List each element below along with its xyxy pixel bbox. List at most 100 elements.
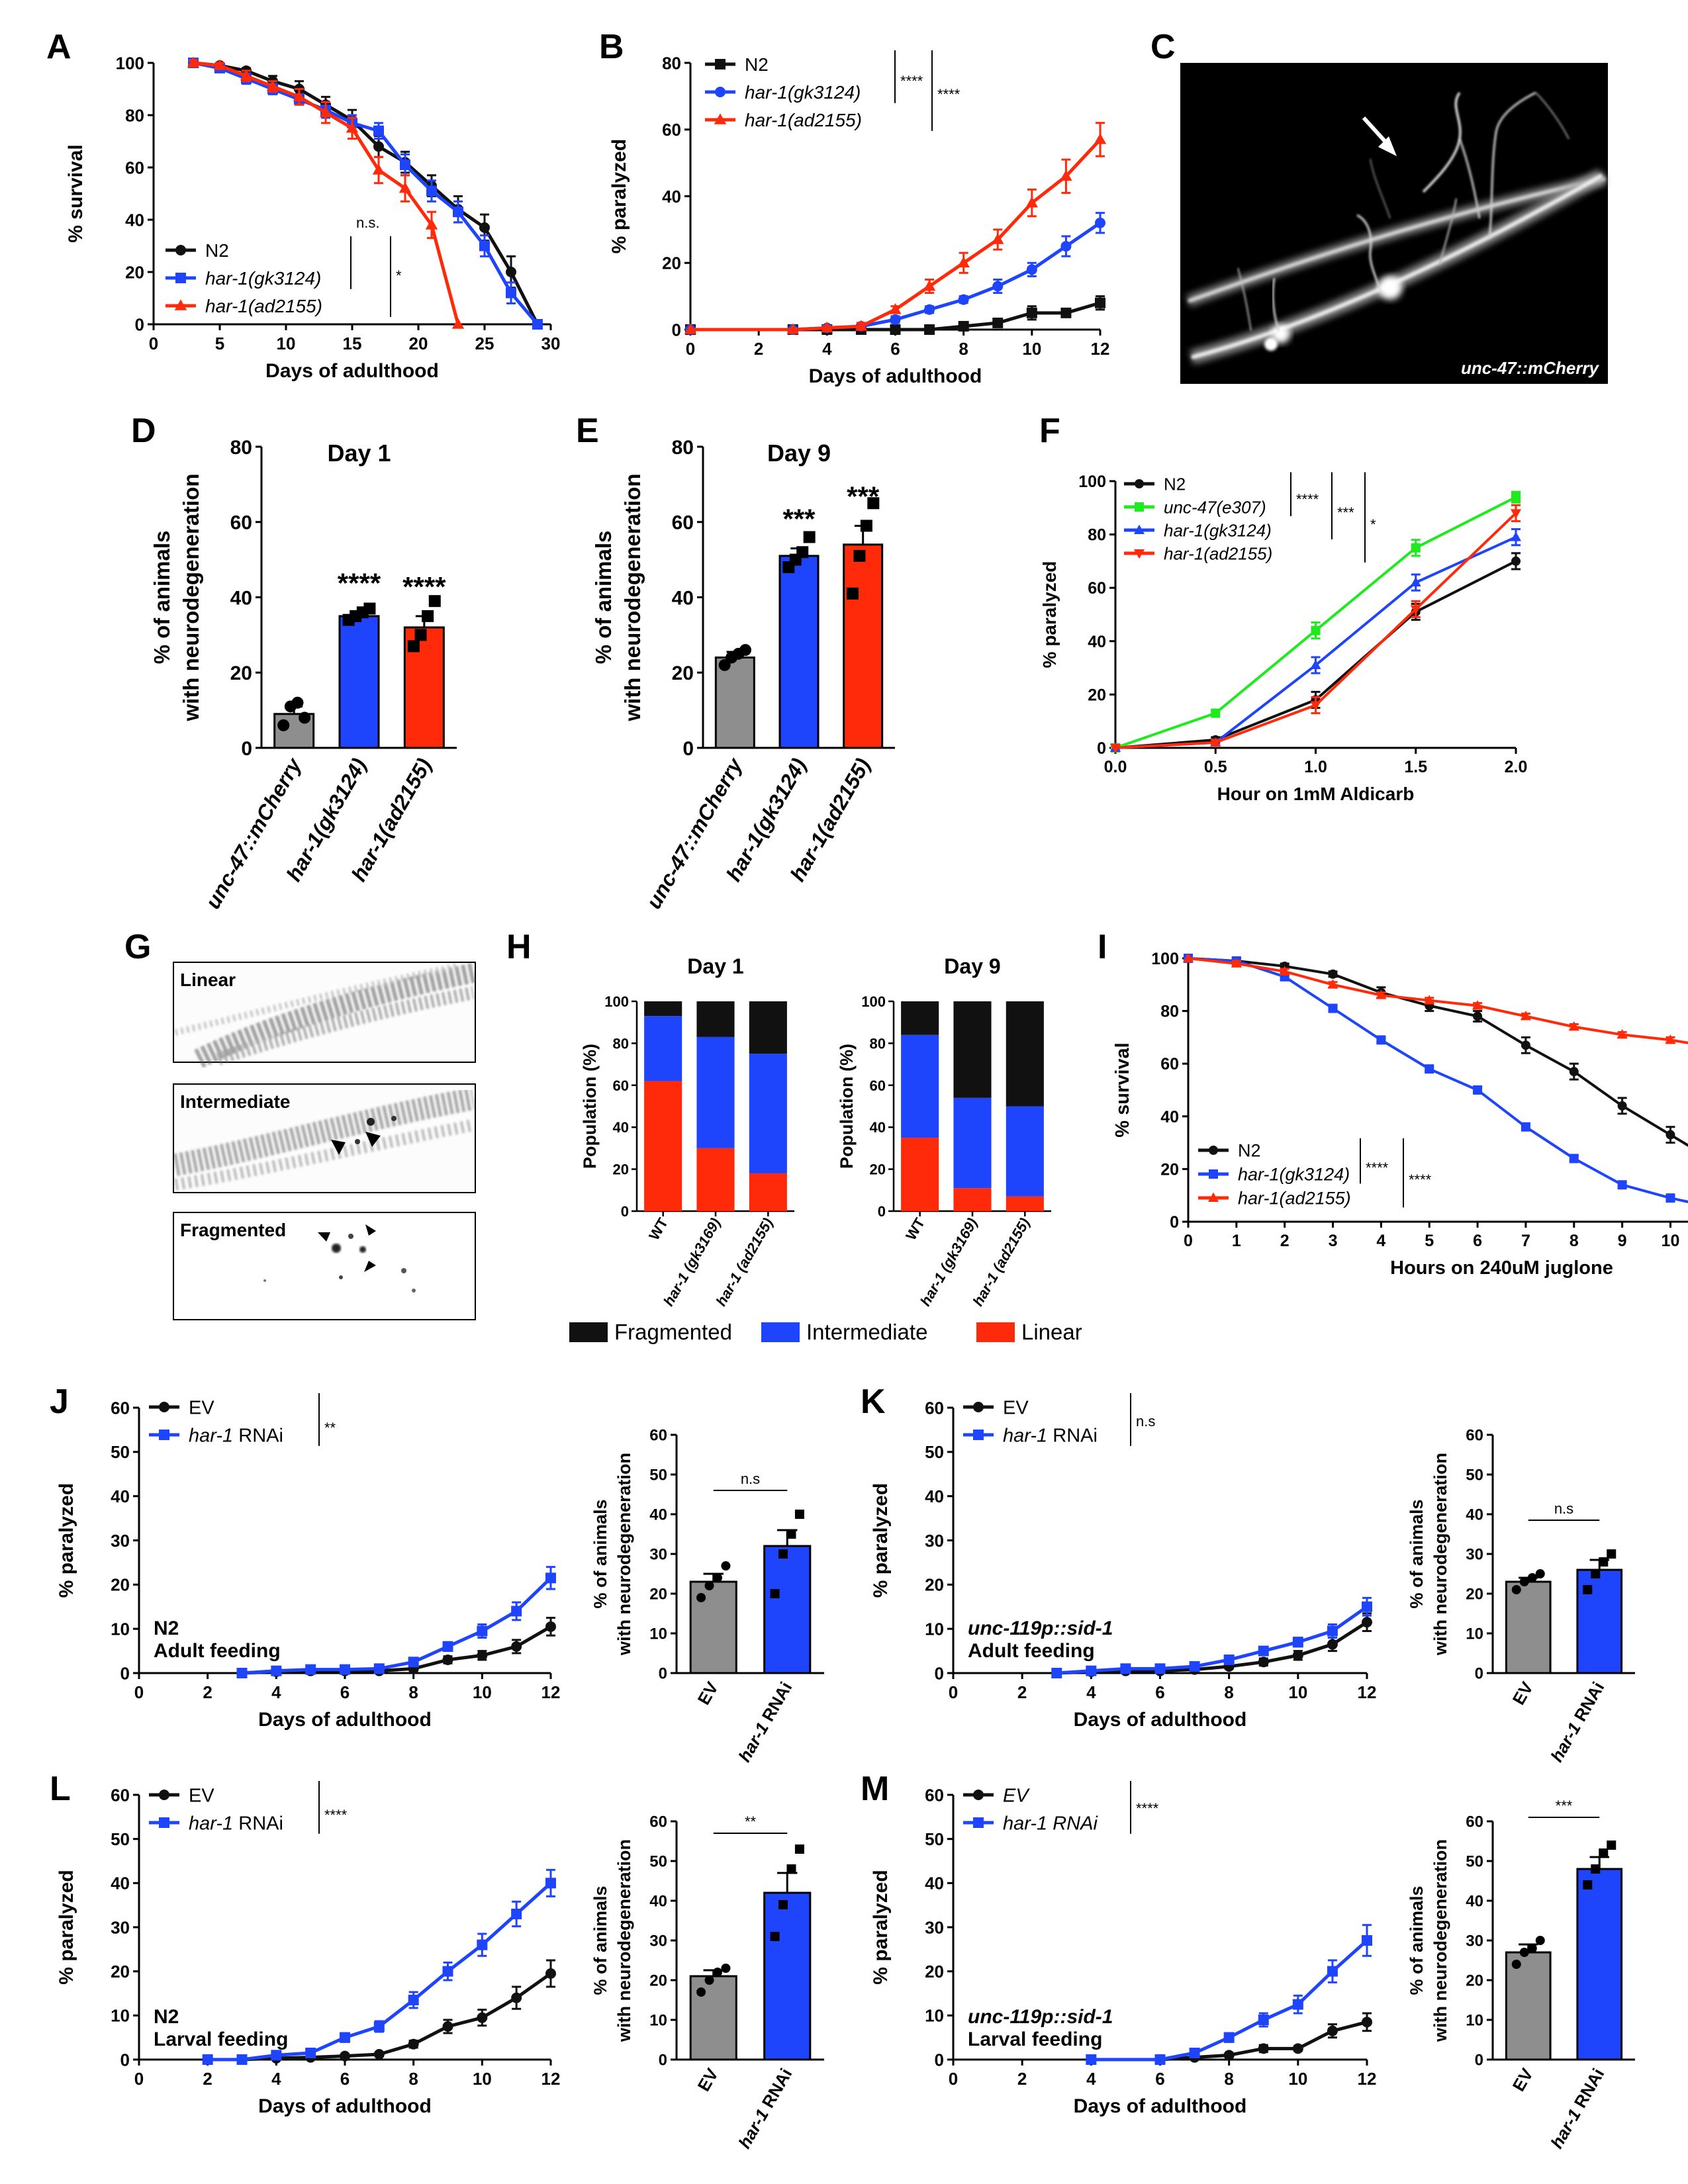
x-tick-label: 15 <box>343 334 362 353</box>
data-point <box>479 240 490 251</box>
category-label: EV <box>1509 2064 1538 2095</box>
data-point <box>1209 1146 1218 1155</box>
replicate-point <box>786 1529 796 1539</box>
series-n2 <box>1184 954 1688 1147</box>
data-point <box>1311 625 1321 635</box>
panel-label-H: H <box>506 928 532 966</box>
significance-label: **** <box>1409 1171 1432 1188</box>
data-point <box>1279 966 1290 976</box>
replicate-point <box>721 1964 731 1973</box>
legend-label: N2 <box>1164 474 1186 494</box>
x-tick-label: 0 <box>686 339 695 359</box>
y-axis-label: with neurodegeneration <box>179 473 203 721</box>
x-tick-label: 4 <box>1376 1232 1385 1250</box>
legend-label: Intermediate <box>806 1320 927 1344</box>
y-tick-label: 50 <box>1466 1467 1483 1484</box>
data-point <box>1223 2050 1235 2061</box>
y-tick-label: 40 <box>111 1874 130 1893</box>
inset-J: 0 10 20 30 40 50 60 EV har-1 RNAi % of animals wit… <box>590 1427 824 1765</box>
data-point <box>1231 958 1242 968</box>
series-har-1-ad2155- <box>1109 504 1522 754</box>
chart-title: Day 1 <box>327 439 391 467</box>
data-point <box>187 56 200 68</box>
y-tick-label: 80 <box>672 437 694 459</box>
series-har-1-rnai <box>1086 1924 1372 2065</box>
y-tick-label: 0 <box>659 1665 667 1683</box>
arrowhead-icon <box>364 1261 376 1272</box>
data-point <box>1376 1035 1386 1045</box>
data-point <box>924 324 935 335</box>
x-tick-label: 0 <box>134 1682 144 1702</box>
category-label: har-1 (ad2155) <box>712 1215 776 1309</box>
data-point <box>340 2032 350 2043</box>
y-tick-label: 60 <box>1088 579 1106 598</box>
x-tick-label: 6 <box>340 2069 350 2089</box>
category-label: har-1 RNAi <box>734 1678 796 1765</box>
stacked-bar-segment <box>696 1001 735 1037</box>
data-point <box>532 319 543 330</box>
annotation: unc-119p::sid-1 <box>968 1617 1113 1639</box>
inset-L: 0 10 20 30 40 50 60 EV har-1 RNAi % of animals wit… <box>590 1813 824 2152</box>
micrograph-c: unc-47::mCherry <box>1180 63 1608 384</box>
y-tick-label: 50 <box>111 1442 130 1462</box>
data-point <box>175 245 186 255</box>
significance-label: **** <box>937 86 961 103</box>
inset-M: 0 10 20 30 40 50 60 EV har-1 RNAi % of animals wit… <box>1407 1797 1635 2152</box>
data-point <box>477 1625 488 1637</box>
data-point <box>373 1663 385 1674</box>
y-tick-label: 20 <box>1466 1586 1483 1604</box>
y-tick-label: 20 <box>1088 686 1106 704</box>
y-tick-label: 40 <box>672 587 694 609</box>
bar <box>714 657 755 749</box>
replicate-point <box>718 659 731 671</box>
annotation: Adult feeding <box>154 1640 281 1662</box>
panel-label-B: B <box>599 28 624 66</box>
data-point <box>319 106 332 117</box>
replicate-point <box>1511 1960 1521 1969</box>
category-label: EV <box>694 1678 723 1708</box>
legend-swatch <box>761 1322 800 1342</box>
replicate-point <box>847 587 859 600</box>
replicate-point <box>704 1976 714 1985</box>
bar <box>763 1891 812 2061</box>
chart-I: 012345678910111213020406080100Hours on 2… <box>1112 950 1688 1279</box>
data-point <box>1362 1935 1372 1946</box>
y-axis-label: with neurodegeneration <box>614 1839 634 2042</box>
annotation: Larval feeding <box>154 2028 288 2050</box>
data-point <box>715 59 726 69</box>
chart-M: 0 2 4 6 8 10 12 0 10 20 30 40 50 60 Days of adulthood%… <box>870 1781 1376 2117</box>
y-axis-label: with neurodegeneration <box>1430 1839 1450 2042</box>
data-point <box>175 273 186 283</box>
x-tick-label: 1.5 <box>1404 758 1427 776</box>
data-point <box>1327 979 1338 989</box>
x-tick-label: 0 <box>149 334 158 353</box>
data-point <box>236 2054 248 2065</box>
data-point <box>174 299 187 310</box>
data-point <box>1520 1011 1531 1021</box>
data-point <box>346 122 359 133</box>
y-tick-label: 30 <box>1466 1546 1483 1564</box>
y-tick-label: 40 <box>925 1874 944 1893</box>
significance-label: **** <box>1136 1800 1159 1817</box>
y-axis-label: % of animals <box>591 531 616 664</box>
replicate-point <box>1591 1864 1601 1874</box>
data-point <box>1209 1169 1218 1179</box>
y-tick-label: 10 <box>925 1619 944 1639</box>
data-point <box>1310 659 1321 670</box>
y-tick-label: 40 <box>230 587 252 609</box>
replicate-point <box>712 1573 722 1582</box>
replicate-point <box>721 1561 731 1570</box>
x-tick-label: 2 <box>1017 2069 1027 2089</box>
y-tick-label: 0 <box>621 1203 629 1220</box>
data-point <box>1411 543 1421 553</box>
x-tick-label: 12 <box>1358 1682 1377 1702</box>
x-tick-label: 5 <box>1425 1232 1434 1250</box>
bar <box>1576 1868 1623 2061</box>
data-point <box>1210 738 1221 749</box>
legend-label: har-1(ad2155) <box>745 110 862 130</box>
data-point <box>202 2054 213 2065</box>
replicate-point <box>299 711 311 724</box>
category-label: EV <box>1509 1678 1538 1708</box>
replicate-point <box>1519 1948 1529 1957</box>
